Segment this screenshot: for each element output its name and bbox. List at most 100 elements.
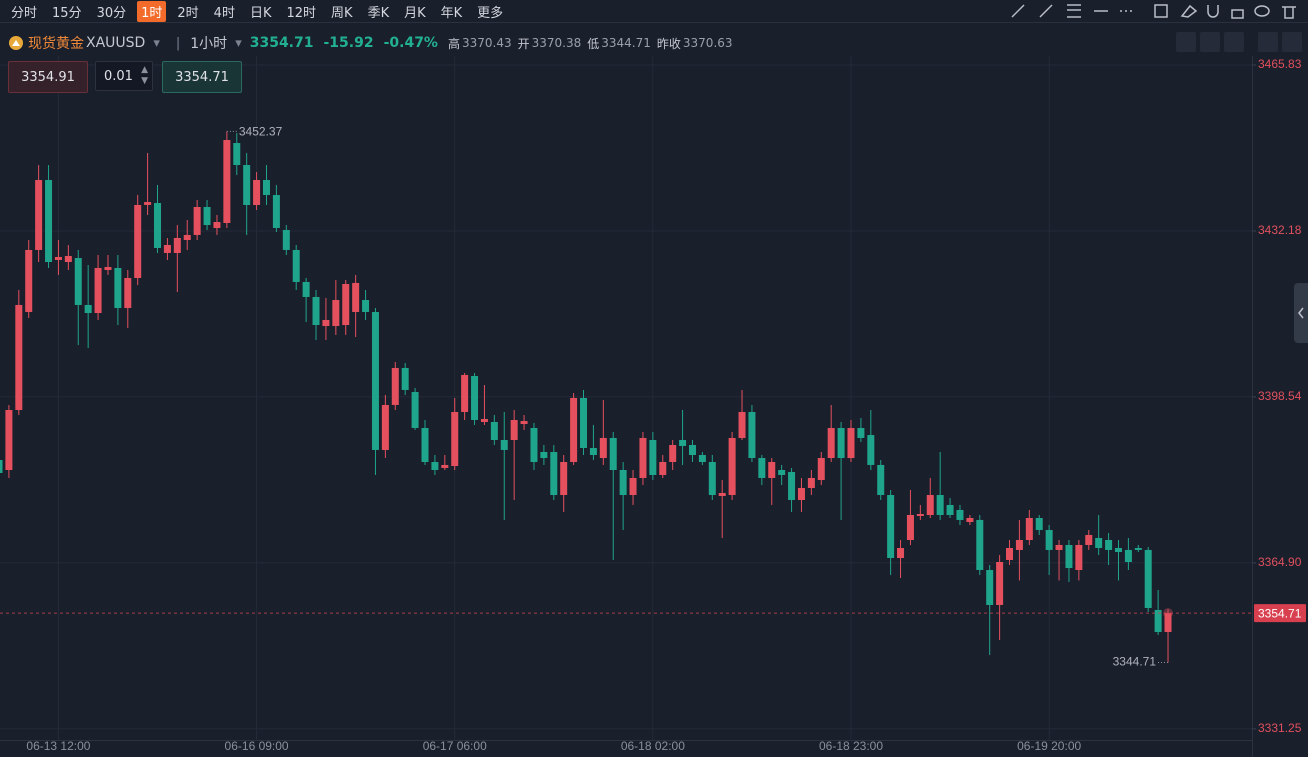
dropdown-arrow[interactable]: ▾ (153, 35, 160, 51)
y-tick-label: 3432.18 (1258, 223, 1302, 237)
candle-body (1134, 547, 1142, 550)
candle-body (1045, 529, 1053, 550)
tool-button[interactable] (1200, 32, 1220, 52)
candle-body (807, 477, 815, 489)
candle-body (253, 180, 261, 205)
close-button[interactable] (1282, 32, 1302, 52)
candle-body (1075, 544, 1083, 570)
candle-body (292, 249, 300, 282)
candle-body (619, 469, 627, 496)
timeframe-button[interactable]: 季K (367, 5, 390, 21)
x-tick-label: 06-18 23:00 (819, 739, 883, 753)
symbol-name[interactable]: 现货黄金 (28, 36, 84, 52)
candle-body (1124, 549, 1132, 563)
tool-button[interactable] (1258, 32, 1278, 52)
icon-lock[interactable] (1231, 9, 1244, 19)
tool-button[interactable] (1224, 32, 1244, 52)
candle-body (550, 451, 558, 496)
high-value: 3370.43 (461, 36, 512, 50)
y-tick-label: 3465.83 (1258, 57, 1302, 71)
side-panel-toggle[interactable] (1294, 283, 1308, 343)
drawing-tools (1011, 4, 1296, 19)
y-tick-label: 3331.25 (1258, 721, 1302, 735)
candle-body (669, 444, 677, 463)
timeframe-button[interactable]: 更多 (477, 5, 504, 21)
candle-body (510, 419, 518, 441)
buy-button[interactable]: 3354.71 (162, 61, 242, 93)
quantity-input[interactable]: 0.01 ▲ ▼ (95, 61, 153, 91)
candle-body (768, 462, 776, 478)
candle-body (738, 411, 746, 438)
timeframe-button[interactable]: 年K (440, 5, 463, 21)
candle-body (94, 267, 102, 314)
candle-body (371, 311, 379, 450)
timeframe-button[interactable]: 月K (404, 5, 426, 21)
low-label: 3344.71 (1113, 655, 1157, 669)
candle-body (837, 428, 845, 459)
spinner[interactable]: ▲ ▼ (141, 65, 148, 86)
candle-body (1035, 518, 1043, 530)
icon-eraser[interactable] (1180, 4, 1198, 18)
candle-body (74, 258, 82, 305)
quote-bar: 现货黄金 XAUUSD ▾ | 1小时 ▾ 3354.71 -15.92 -0.… (0, 32, 1308, 54)
x-tick-label: 06-13 12:00 (26, 739, 90, 753)
candle-body (381, 404, 389, 450)
candle-body (946, 504, 954, 515)
timeframe-button[interactable]: 分时 (11, 5, 38, 21)
timeframe-button[interactable]: 1时 (137, 0, 167, 22)
candle-body (580, 397, 588, 448)
icon-ray[interactable] (1011, 4, 1025, 18)
candle-body (520, 421, 528, 425)
candle-body (213, 222, 221, 229)
x-tick-label: 06-19 20:00 (1017, 739, 1081, 753)
sell-button[interactable]: 3354.91 (8, 61, 88, 93)
timeframe-button[interactable]: 日K (249, 5, 272, 21)
timeframe-toolbar: 分时 15分 30分 1时 2时 4时 日K 12时 周K 季K 月K 年K 更多 (0, 0, 1308, 23)
icon-delete[interactable] (1282, 6, 1296, 19)
candle-body (1015, 540, 1023, 550)
candle-body (471, 376, 479, 420)
candle-body (1055, 544, 1063, 550)
icon-fib[interactable] (1067, 4, 1081, 18)
candle-body (817, 458, 825, 481)
timeframe-button[interactable]: 4时 (213, 5, 235, 21)
candle-body (659, 462, 667, 475)
dropdown-arrow[interactable]: ▾ (235, 35, 242, 51)
timeframe-button[interactable]: 15分 (52, 5, 82, 21)
candle-body (877, 464, 885, 496)
low-label: 低 (587, 36, 600, 51)
candle-body (1144, 549, 1152, 608)
icon-line[interactable] (1039, 4, 1053, 18)
tool-button[interactable] (1176, 32, 1196, 52)
candle-body (778, 469, 786, 475)
timeframe-button[interactable]: 2时 (177, 5, 199, 21)
candle-body (332, 299, 340, 326)
candle-body (401, 367, 409, 390)
last-price-tag (1254, 604, 1306, 623)
icon-eye[interactable] (1254, 5, 1270, 17)
symbol-code[interactable]: XAUUSD (86, 35, 146, 51)
candle-body (936, 495, 944, 515)
candle-body (956, 509, 964, 520)
timeframe-button[interactable]: 12时 (286, 5, 317, 21)
candle-body (1105, 540, 1113, 550)
icon-magnet[interactable] (1207, 5, 1219, 18)
candle-body (312, 296, 320, 326)
timeframe-button[interactable]: 周K (331, 5, 353, 21)
candle-body (560, 462, 568, 496)
interval[interactable]: 1小时 (190, 36, 228, 52)
candle-body (1006, 547, 1014, 560)
separator: | (175, 35, 181, 51)
candle-body (599, 437, 607, 459)
candle-body (461, 374, 469, 412)
icon-note[interactable] (1154, 4, 1168, 18)
change: -15.92 (323, 35, 374, 51)
candle-body (570, 397, 578, 463)
candle-body (629, 477, 637, 496)
candle-body (540, 451, 548, 459)
candle-body (302, 281, 310, 297)
timeframe-button[interactable]: 30分 (96, 5, 127, 21)
open-value: 3370.38 (531, 36, 582, 50)
